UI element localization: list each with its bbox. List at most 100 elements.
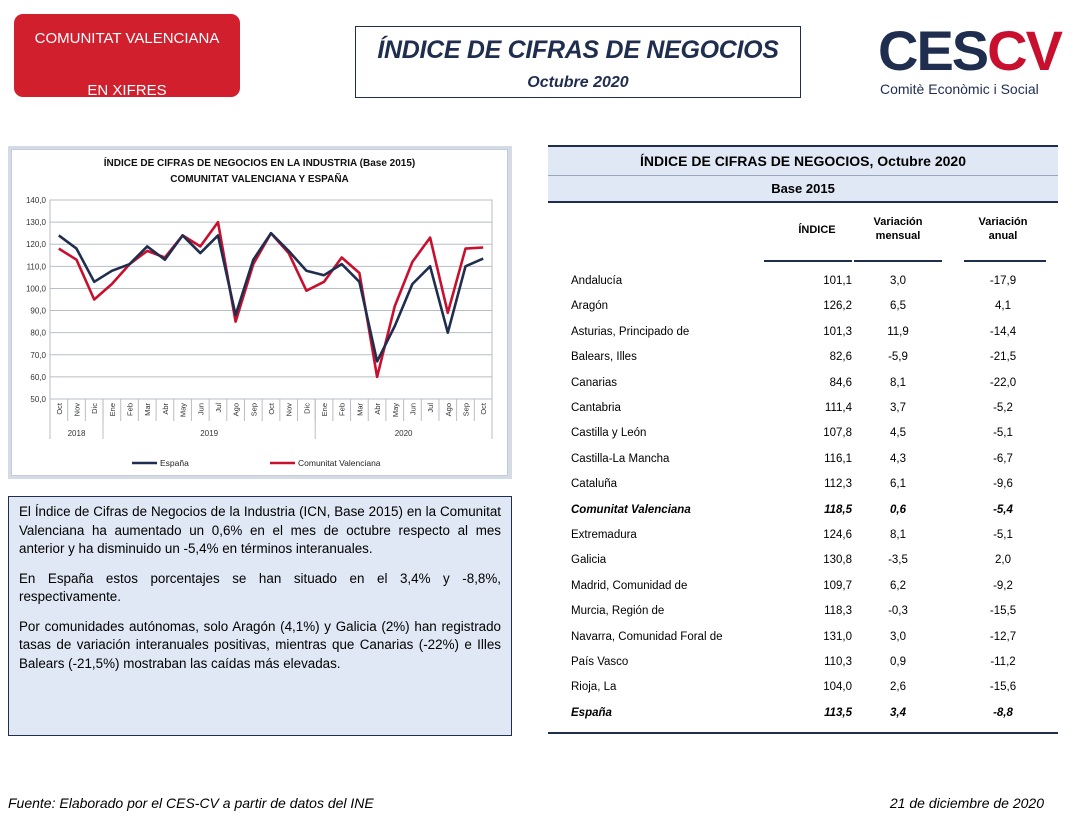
cell-region: Madrid, Comunidad de [571,579,688,592]
cell-mensual: 6,1 [890,478,906,491]
x-tick-label: Sep [249,403,258,416]
cell-mensual: 11,9 [887,325,909,338]
cell-indice: 104,0 [823,681,852,694]
x-tick-label: Jun [408,403,417,415]
col-header-anual-line2: anual [988,230,1018,242]
cell-mensual: 4,3 [890,452,906,465]
table-row: Balears, Illes 82,6 -5,9 -21,5 [548,345,1058,370]
cell-mensual: 3,4 [890,706,906,719]
x-tick-label: Ago [232,403,241,416]
year-label: 2018 [68,429,86,438]
cell-anual: -5,2 [993,402,1013,414]
cell-region: Cataluña [571,478,618,491]
cell-indice: 82,6 [829,351,852,364]
cell-indice: 101,3 [823,325,852,338]
col-header-mensual-line2: mensual [875,230,921,242]
series-line-comunitat-valenciana [58,220,484,379]
table-bottom-rule [548,732,1058,734]
col-underline-indice [764,260,852,262]
cell-indice: 126,2 [823,300,852,313]
summary-paragraph-1: El Índice de Cifras de Negocios de la In… [19,504,501,556]
page-title-box: ÍNDICE DE CIFRAS DE NEGOCIOS Octubre 202… [355,26,801,98]
y-tick-label: 80,0 [30,329,46,338]
cell-region: Castilla-La Mancha [571,452,670,465]
table-row: Castilla-La Mancha 116,1 4,3 -6,7 [548,447,1058,472]
year-label: 2019 [200,429,218,438]
table-row: Cantabria 111,4 3,7 -5,2 [548,396,1058,421]
cell-anual: -15,6 [989,681,1017,694]
cell-anual: -6,7 [993,452,1013,465]
page-subtitle: Octubre 2020 [527,74,629,91]
chart-title: ÍNDICE DE CIFRAS DE NEGOCIOS EN LA INDUS… [103,158,416,169]
cell-indice: 111,4 [824,402,852,414]
x-tick-label: May [391,403,400,417]
cell-mensual: -3,5 [888,554,908,567]
col-underline-anual [964,260,1046,262]
col-header-anual: Variación anual [963,215,1043,243]
table-row: Comunitat Valenciana 118,5 0,6 -5,4 [548,498,1058,523]
year-label: 2020 [395,429,413,438]
x-tick-label: Mar [355,403,364,416]
table-row: Aragón 126,2 6,5 4,1 [548,294,1058,319]
cell-region: Andalucía [571,275,623,287]
cell-indice: 112,3 [824,478,852,491]
x-tick-label: Dic [302,403,311,414]
y-tick-label: 110,0 [27,262,47,271]
table-row: Canarias 84,6 8,1 -22,0 [548,371,1058,396]
cell-anual: 4,1 [995,300,1011,313]
cell-region: Navarra, Comunidad Foral de [571,630,723,643]
badge-line-2: EN XIFRES [87,82,167,99]
cell-mensual: -0,3 [888,605,908,618]
cell-anual: -22,0 [989,376,1017,389]
cell-mensual: 3,0 [890,630,906,643]
col-header-mensual-line1: Variación [873,216,923,228]
x-tick-label: Nov [73,403,82,417]
cell-mensual: 0,9 [890,656,906,668]
cell-anual: -14,4 [989,325,1017,338]
x-tick-label: Mar [143,403,152,416]
cell-indice: 124,6 [823,529,852,541]
col-header-mensual: Variación mensual [853,215,943,243]
cell-anual: -9,6 [993,478,1013,491]
x-tick-label: Sep [461,403,470,416]
cell-indice: 130,8 [823,554,852,567]
cell-indice: 84,6 [829,376,852,389]
summary-paragraph-3: Por comunidades autónomas, solo Aragón (… [19,618,501,671]
cell-region: Canarias [571,376,618,389]
x-tick-label: Oct [55,402,64,415]
legend-label: Comunitat Valenciana [298,458,381,468]
report-date: 21 de diciembre de 2020 [889,795,1044,811]
y-tick-label: 100,0 [26,284,47,293]
cell-indice: 118,5 [824,503,852,516]
cell-region: Rioja, La [571,681,617,694]
table-row: Madrid, Comunidad de 109,7 6,2 -9,2 [548,574,1058,599]
table-row: Andalucía 101,1 3,0 -17,9 [548,269,1058,294]
cell-mensual: 4,5 [890,427,906,440]
cell-region: Extremadura [571,529,637,541]
cell-anual: -8,8 [993,706,1013,719]
x-tick-label: Oct [479,402,488,415]
logo-word-cv: CV [987,19,1063,82]
table-row: Rioja, La 104,0 2,6 -15,6 [548,675,1058,700]
page-title: ÍNDICE DE CIFRAS DE NEGOCIOS [377,36,779,64]
cell-anual: -12,7 [989,630,1017,643]
cell-anual: -11,2 [990,656,1016,668]
badge-line-1: COMUNITAT VALENCIANA [34,30,220,47]
x-tick-label: Dic [90,403,99,414]
y-tick-label: 140,0 [26,196,47,205]
y-tick-label: 130,0 [26,218,47,227]
table-row: Asturias, Principado de 101,3 11,9 -14,4 [548,320,1058,345]
table-row: Cataluña 112,3 6,1 -9,6 [548,472,1058,497]
cell-region: Murcia, Región de [571,605,665,618]
summary-box: El Índice de Cifras de Negocios de la In… [8,496,512,736]
cell-mensual: -5,9 [888,351,908,364]
cell-mensual: 6,2 [890,579,906,592]
cell-indice: 107,8 [823,427,852,440]
table-row: Murcia, Región de 118,3 -0,3 -15,5 [548,599,1058,624]
table-title: ÍNDICE DE CIFRAS DE NEGOCIOS, Octubre 20… [548,145,1058,176]
y-tick-label: 90,0 [30,307,46,316]
cell-mensual: 8,1 [890,529,906,541]
cell-indice: 131,0 [823,630,852,643]
col-header-anual-line1: Variación [978,216,1028,228]
cell-mensual: 8,1 [890,376,906,389]
